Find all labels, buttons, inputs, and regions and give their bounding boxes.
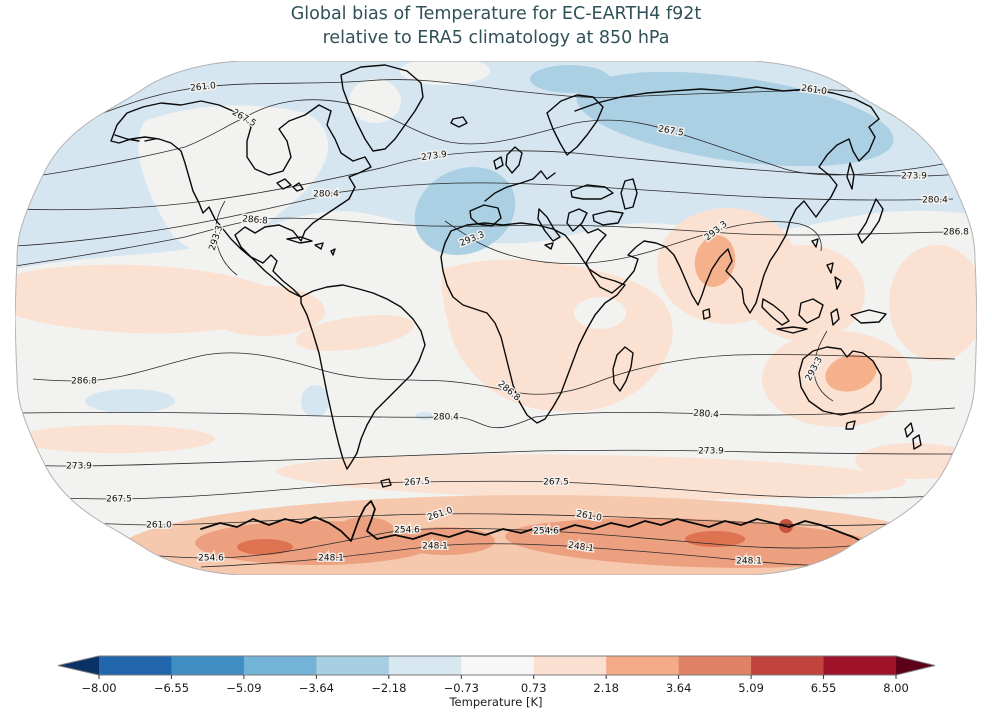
fill-na-neutral bbox=[138, 105, 329, 254]
colorbar-tick-label: 5.09 bbox=[738, 681, 764, 695]
contour-label: 273.9 bbox=[901, 172, 927, 182]
fill-seasia-warm bbox=[745, 245, 865, 341]
figure-title: Global bias of Temperature for EC-EARTH4… bbox=[0, 3, 992, 50]
contour-label: 248.1 bbox=[422, 542, 448, 552]
fill-india-warm-core bbox=[694, 235, 736, 287]
contour-label: 267.5 bbox=[106, 495, 132, 505]
map-outline bbox=[15, 61, 977, 575]
contour-label: 261.0 bbox=[146, 521, 172, 531]
contour-label: 286.8 bbox=[943, 228, 969, 238]
colorbar-tick-label: −8.00 bbox=[81, 681, 116, 695]
contour-label: 286.8 bbox=[242, 214, 269, 226]
world-map: 261.0 261.0 267.5 267.5 273.9 273.9 280.4 280.4… bbox=[15, 61, 977, 575]
colorbar-segment bbox=[99, 656, 172, 675]
colorbar-segment bbox=[388, 656, 462, 675]
contour-label: 280.4 bbox=[433, 413, 459, 423]
coastlines bbox=[110, 64, 922, 488]
fill-satlantic-cool bbox=[415, 412, 435, 420]
colorbar-tick-label: −6.55 bbox=[154, 681, 189, 695]
colorbar-tick-label: 8.00 bbox=[883, 681, 909, 695]
colorbar-segment bbox=[461, 656, 535, 675]
fill-australia-warm-core bbox=[825, 354, 877, 392]
fill-antarctica-hot-left bbox=[237, 539, 293, 555]
contour-label: 254.6 bbox=[394, 526, 420, 536]
contour-label: 267.5 bbox=[404, 477, 430, 489]
antarctica-coastline bbox=[200, 500, 866, 544]
contour-label: 280.4 bbox=[313, 190, 339, 200]
colorbar-segment bbox=[678, 656, 752, 675]
colorbar-segment bbox=[533, 656, 607, 675]
fill-pole-neutral bbox=[400, 61, 490, 85]
contour-lines bbox=[15, 79, 963, 568]
fill-eastafrica-neutral bbox=[574, 297, 626, 329]
colorbar-tick-label: 3.64 bbox=[666, 681, 692, 695]
colorbar-tick-label: 0.73 bbox=[521, 681, 547, 695]
fill-natlantic-cold bbox=[414, 167, 516, 255]
contour-label: 267.5 bbox=[543, 478, 569, 488]
contour-label: 248.1 bbox=[736, 557, 762, 567]
fill-barents-cold bbox=[530, 65, 610, 93]
colorbar-segment bbox=[823, 656, 897, 675]
fill-wpacific-warm bbox=[889, 245, 977, 361]
fill-africa-warm bbox=[441, 259, 673, 412]
contour-label: 286.8 bbox=[71, 377, 97, 387]
figure-title-line2: relative to ERA5 climatology at 850 hPa bbox=[322, 27, 670, 48]
colorbar: −8.00 −6.55 −5.09 −3.64 −2.18 −0.73 0.73 2.18 3.… bbox=[57, 655, 936, 695]
contour-label: 280.4 bbox=[693, 409, 720, 421]
contour-label: 254.6 bbox=[198, 554, 224, 564]
contour-label: 273.9 bbox=[698, 447, 724, 457]
fill-satlantic-warm bbox=[295, 315, 415, 351]
fill-spacific-cool bbox=[85, 389, 175, 413]
colorbar-segment bbox=[171, 656, 245, 675]
contour-label: 280.4 bbox=[922, 196, 948, 206]
colorbar-segment bbox=[243, 656, 317, 675]
fill-southern-warm-band bbox=[276, 454, 906, 500]
colorbar-label: Temperature [K] bbox=[449, 695, 543, 709]
fill-camerica-warm bbox=[205, 286, 325, 336]
colorbar-tick-label: −5.09 bbox=[226, 681, 261, 695]
colorbar-tick-label: −3.64 bbox=[299, 681, 334, 695]
colorbar-segment bbox=[751, 656, 825, 675]
fill-patagonia-cool bbox=[301, 385, 329, 417]
colorbar-segment bbox=[606, 656, 680, 675]
colorbar-over-arrow bbox=[896, 656, 935, 675]
colorbar-tick-label: −2.18 bbox=[371, 681, 406, 695]
fill-greenland-neutral bbox=[349, 79, 401, 123]
contour-label: 273.9 bbox=[66, 462, 92, 472]
colorbar-segment bbox=[316, 656, 390, 675]
colorbar-tick-label: 2.18 bbox=[593, 681, 619, 695]
contour-label: 261.0 bbox=[190, 81, 217, 94]
contour-label: 254.6 bbox=[533, 527, 559, 537]
fill-southern-warm-left bbox=[15, 425, 215, 453]
colorbar-tick-label: 6.55 bbox=[811, 681, 837, 695]
colorbar-tick-label: −0.73 bbox=[444, 681, 479, 695]
figure-title-line1: Global bias of Temperature for EC-EARTH4… bbox=[290, 4, 702, 24]
contour-label: 248.1 bbox=[318, 554, 344, 564]
fill-antarctica-hot-right bbox=[685, 531, 745, 547]
colorbar-under-arrow bbox=[58, 656, 99, 675]
